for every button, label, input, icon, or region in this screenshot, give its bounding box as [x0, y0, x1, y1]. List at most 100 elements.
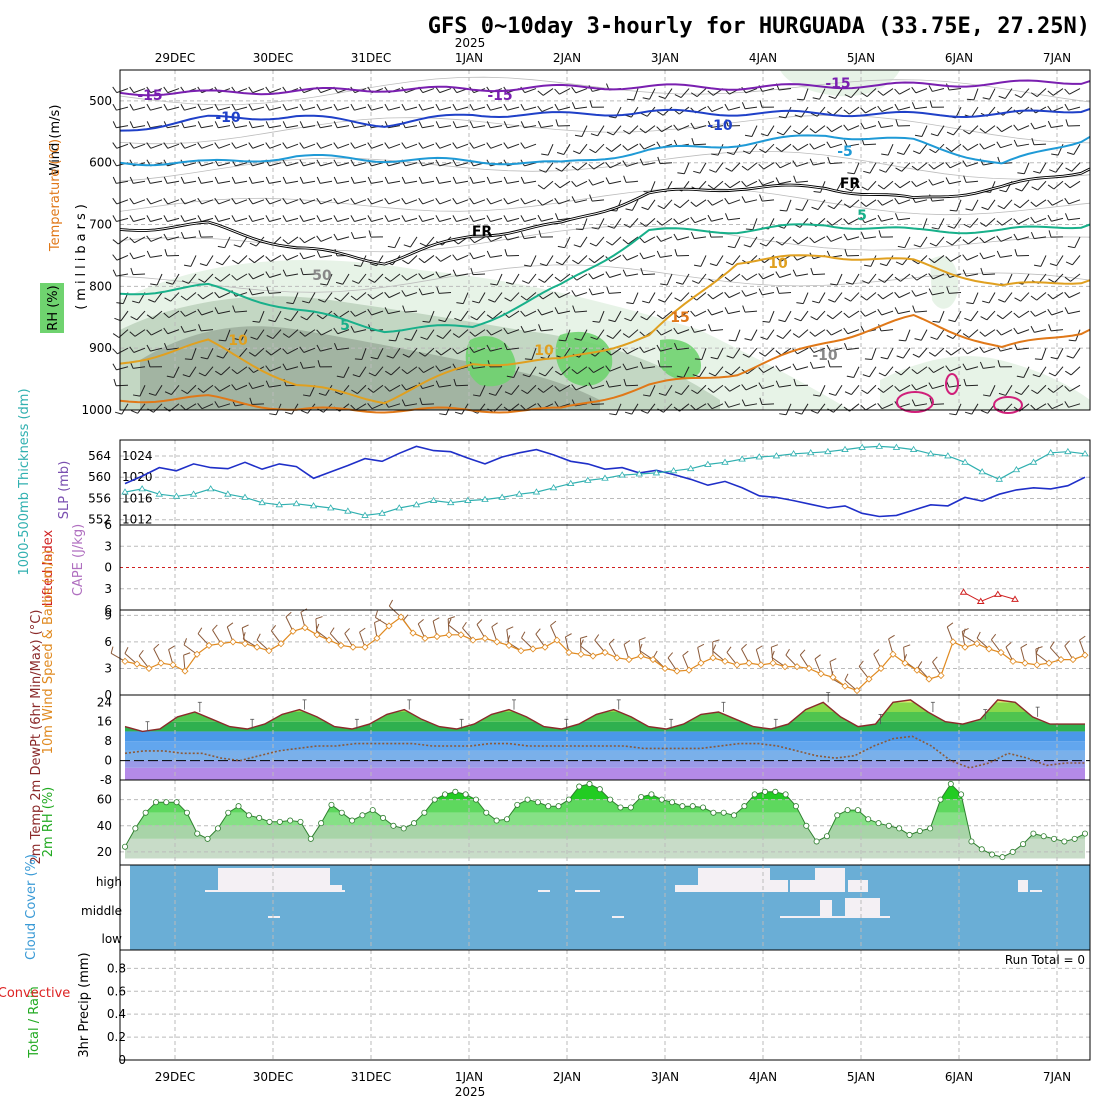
upper-wind-barb	[422, 384, 435, 390]
upper-wind-barb	[154, 292, 163, 303]
upper-wind-barb-feather	[864, 358, 872, 360]
upper-wind-barb	[337, 217, 350, 222]
upper-wind-barb	[374, 273, 384, 283]
upper-wind-barb-feather	[778, 319, 786, 323]
upper-wind-barb	[167, 88, 180, 94]
upper-wind-barb	[887, 143, 894, 156]
upper-wind-barb-feather	[895, 119, 899, 127]
upper-wind-barb-feather	[776, 334, 784, 339]
upper-wind-barb	[408, 255, 418, 265]
rh-2m-marker	[287, 817, 294, 824]
upper-wind-barb	[337, 236, 350, 241]
upper-wind-barb-feather	[163, 176, 168, 184]
upper-wind-barb-feather	[555, 119, 559, 127]
wind-speed-marker	[913, 666, 921, 674]
upper-wind-barb-feather	[452, 159, 457, 167]
upper-wind-barb	[575, 310, 588, 313]
upper-wind-barb-feather	[368, 230, 372, 238]
wind-10m-barb	[183, 644, 198, 655]
upper-wind-barb	[153, 403, 163, 413]
upper-wind-barb	[354, 236, 367, 240]
upper-wind-barb	[853, 162, 860, 174]
upper-wind-barb	[1052, 88, 1064, 96]
upper-wind-barb	[762, 88, 775, 92]
upper-wind-barb	[932, 88, 945, 92]
upper-wind-barb	[184, 217, 197, 222]
wind-10m-barb	[124, 653, 138, 665]
upper-wind-barb	[745, 88, 758, 94]
li-tick-label: 6	[104, 603, 112, 617]
upper-wind-barb	[989, 88, 996, 100]
upper-wind-barb	[647, 403, 656, 414]
upper-wind-barb	[750, 329, 758, 341]
upper-wind-barb	[662, 106, 673, 116]
cloud-cover-cells	[174, 865, 1058, 950]
upper-wind-barb-feather	[452, 142, 458, 149]
upper-wind-barb-feather	[571, 86, 577, 94]
upper-wind-barb-feather	[911, 86, 917, 94]
rh-2m-marker	[958, 791, 965, 798]
rh-2m-marker	[679, 803, 686, 810]
temp-tick-label: 8	[104, 734, 112, 748]
upper-wind-barb	[714, 366, 724, 377]
upper-wind-barb-feather	[860, 295, 867, 301]
upper-wind-barb-feather	[282, 348, 288, 355]
upper-wind-barb-feather	[180, 295, 187, 301]
wind-10m-barb-feather	[476, 619, 483, 625]
upper-wind-barb	[410, 236, 418, 248]
upper-wind-barb-feather	[214, 307, 219, 314]
upper-wind-barb-feather	[435, 271, 440, 278]
upper-wind-barb-feather	[996, 250, 1001, 258]
upper-wind-barb	[881, 217, 894, 222]
upper-wind-barb-feather	[571, 196, 576, 203]
upper-wind-barb	[116, 125, 129, 129]
upper-wind-barb	[643, 366, 656, 369]
upper-wind-barb-feather	[810, 316, 818, 321]
upper-wind-barb	[240, 236, 248, 248]
wind-10m-barb-feather	[771, 650, 775, 658]
upper-wind-barb-feather	[793, 129, 800, 135]
upper-wind-barb-feather	[555, 213, 559, 221]
wind-10m-barb	[197, 633, 210, 646]
upper-wind-barb	[990, 181, 996, 193]
wind-10m-barb-feather	[917, 661, 923, 668]
upper-wind-barb	[321, 329, 333, 336]
upper-wind-barb	[508, 310, 520, 319]
upper-wind-barb	[814, 329, 826, 337]
wind-10m-barb-feather	[256, 633, 261, 641]
upper-wind-barb	[950, 255, 962, 262]
upper-wind-barb	[238, 255, 248, 265]
upper-wind-barb-feather	[248, 121, 253, 128]
upper-wind-barb	[251, 403, 265, 405]
upper-wind-barb-feather	[897, 245, 905, 249]
upper-wind-barb	[201, 162, 214, 167]
upper-wind-barb-feather	[912, 150, 920, 155]
temp-tick-label: 0	[104, 754, 112, 768]
upper-wind-barb	[1033, 143, 1047, 146]
upper-wind-barb	[864, 236, 877, 240]
li-tick-label: 3	[104, 582, 112, 596]
upper-wind-barb-feather	[1064, 182, 1071, 189]
upper-wind-barb-feather	[656, 141, 661, 148]
rh-contour-line	[119, 151, 1091, 182]
upper-wind-barb-feather	[197, 215, 202, 222]
rh-2m-marker	[596, 786, 603, 793]
upper-wind-barb-feather	[369, 263, 377, 267]
upper-wind-barb-feather	[112, 333, 120, 338]
upper-wind-barb	[1018, 217, 1030, 225]
rh-2m-marker	[813, 838, 820, 845]
upper-wind-barb-feather	[996, 329, 1002, 336]
upper-wind-barb	[819, 88, 826, 100]
upper-wind-barb	[201, 199, 214, 205]
upper-wind-barb-feather	[759, 242, 767, 247]
upper-wind-barb	[630, 310, 639, 322]
upper-wind-barb	[848, 106, 860, 115]
upper-wind-barb-feather	[608, 116, 616, 119]
upper-wind-barb-feather	[657, 408, 664, 413]
upper-wind-barb-feather	[265, 197, 271, 205]
upper-wind-barb-feather	[163, 103, 168, 111]
upper-wind-barb	[354, 199, 367, 205]
upper-wind-barb-feather	[469, 176, 474, 184]
upper-wind-barb	[256, 329, 265, 340]
upper-wind-barb-feather	[486, 142, 492, 149]
